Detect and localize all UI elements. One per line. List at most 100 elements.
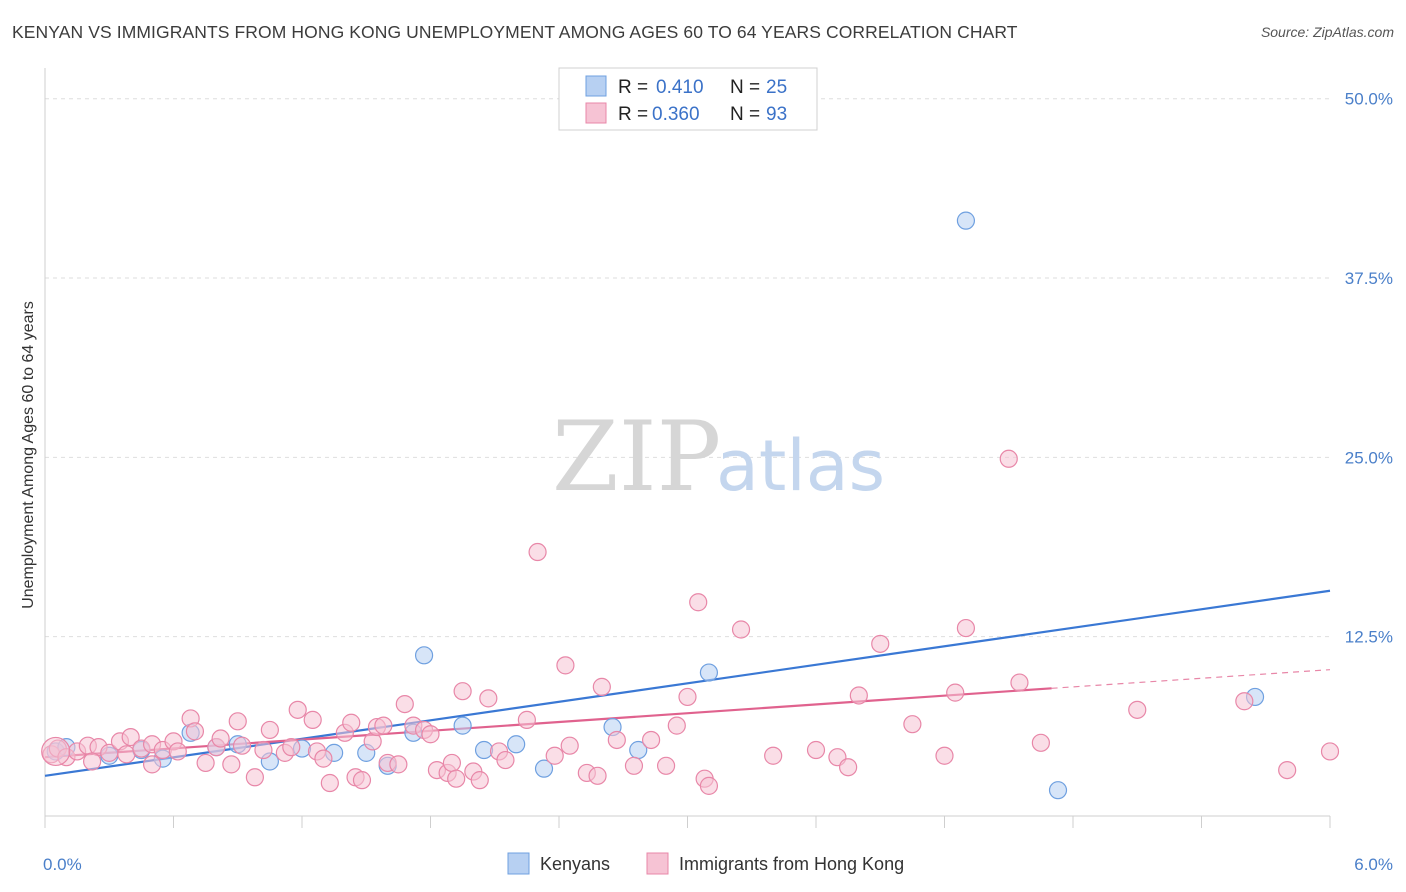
point-hongkong xyxy=(421,725,440,744)
y-tick-label: 37.5% xyxy=(1345,269,1393,288)
point-hongkong xyxy=(588,766,607,785)
point-hongkong xyxy=(389,755,408,774)
point-hongkong xyxy=(903,715,922,734)
point-hongkong xyxy=(185,722,205,741)
series-legend: Kenyans Immigrants from Hong Kong xyxy=(507,852,904,875)
y-tick-labels: 12.5% 25.0% 37.5% 50.0% xyxy=(1345,90,1393,647)
watermark: ZIP atlas xyxy=(552,401,885,513)
point-hongkong xyxy=(453,682,472,701)
source-label: Source: ZipAtlas.com xyxy=(1260,24,1394,40)
legend-r-label-kenyans: R = xyxy=(618,77,648,98)
series-label-kenyans: Kenyans xyxy=(540,854,610,874)
point-hongkong xyxy=(656,756,676,775)
legend-swatch-hongkong xyxy=(585,102,607,124)
y-axis-label: Unemployment Among Ages 60 to 64 years xyxy=(20,301,37,609)
point-hongkong xyxy=(228,712,247,731)
point-hongkong xyxy=(260,720,279,740)
point-hongkong xyxy=(624,756,644,775)
point-hongkong xyxy=(232,736,252,755)
point-hongkong xyxy=(849,686,868,705)
series-swatch-hongkong xyxy=(646,852,669,875)
point-hongkong xyxy=(764,746,783,765)
y-tick-label: 50.0% xyxy=(1345,90,1393,109)
point-hongkong xyxy=(999,449,1018,468)
series-swatch-kenyans xyxy=(507,852,530,875)
legend-swatch-kenyans xyxy=(585,75,607,97)
point-hongkong xyxy=(699,776,719,795)
point-hongkong-cluster xyxy=(41,736,71,767)
point-hongkong xyxy=(196,753,215,773)
legend-n-label-kenyans: N = xyxy=(730,77,760,98)
legend-r-value-hongkong: 0.360 xyxy=(652,104,700,125)
point-hongkong xyxy=(314,749,333,768)
point-hongkong xyxy=(607,730,626,750)
correlation-legend: R = 0.410 N = 25 R = 0.360 N = 93 xyxy=(558,67,818,131)
point-hongkong xyxy=(956,618,976,638)
point-kenyans xyxy=(956,211,976,230)
point-hongkong xyxy=(731,620,751,639)
watermark-atlas: atlas xyxy=(716,425,885,507)
point-kenyans xyxy=(507,735,526,754)
point-hongkong xyxy=(142,755,162,774)
point-hongkong xyxy=(211,729,230,748)
x-tick-label: 0.0% xyxy=(43,855,82,874)
axes xyxy=(44,68,1331,828)
point-hongkong xyxy=(1320,742,1340,761)
data-points xyxy=(41,211,1340,800)
x-tick-label: 6.0% xyxy=(1354,855,1393,874)
point-hongkong xyxy=(479,689,498,708)
point-kenyans xyxy=(453,716,472,735)
legend-n-value-kenyans: 25 xyxy=(766,77,787,98)
legend-r-value-kenyans: 0.410 xyxy=(656,77,704,98)
point-hongkong xyxy=(1278,760,1297,780)
point-hongkong xyxy=(1128,700,1147,719)
point-hongkong xyxy=(442,753,462,773)
point-hongkong xyxy=(946,683,965,702)
y-tick-label: 12.5% xyxy=(1345,628,1393,647)
point-hongkong xyxy=(560,736,579,755)
x-tick-labels: 0.0% 6.0% xyxy=(43,855,1393,874)
point-kenyans xyxy=(414,646,434,665)
legend-n-value-hongkong: 93 xyxy=(766,104,787,125)
trend-line-hongkong-extension xyxy=(1051,669,1331,689)
point-hongkong xyxy=(496,750,515,770)
point-hongkong xyxy=(447,769,466,788)
point-hongkong xyxy=(641,730,661,750)
point-kenyans xyxy=(1048,781,1068,800)
point-hongkong xyxy=(839,758,858,777)
point-hongkong xyxy=(528,542,547,562)
point-hongkong xyxy=(1235,692,1254,711)
point-hongkong xyxy=(83,752,102,771)
watermark-zip: ZIP xyxy=(552,401,721,513)
gridlines xyxy=(45,98,1330,638)
point-hongkong xyxy=(168,742,187,761)
point-hongkong xyxy=(689,593,708,612)
point-hongkong xyxy=(282,738,301,757)
point-hongkong xyxy=(806,740,826,760)
point-kenyans xyxy=(474,740,494,760)
point-kenyans xyxy=(699,663,719,682)
legend-r-label-hongkong: R = xyxy=(618,104,648,125)
point-hongkong xyxy=(374,716,393,735)
point-hongkong xyxy=(871,634,890,653)
point-hongkong xyxy=(254,740,273,760)
point-kenyans xyxy=(534,759,554,778)
point-hongkong xyxy=(245,768,264,787)
legend-n-label-hongkong: N = xyxy=(730,104,760,125)
point-hongkong xyxy=(222,755,241,774)
point-hongkong xyxy=(545,746,564,765)
point-hongkong xyxy=(470,771,489,790)
series-label-hongkong: Immigrants from Hong Kong xyxy=(679,854,904,874)
point-hongkong xyxy=(121,727,140,747)
point-hongkong xyxy=(303,710,322,729)
chart-title: KENYAN VS IMMIGRANTS FROM HONG KONG UNEM… xyxy=(12,22,1018,42)
point-hongkong xyxy=(556,656,575,675)
point-hongkong xyxy=(288,700,307,719)
point-hongkong xyxy=(395,694,414,714)
point-hongkong xyxy=(592,677,611,696)
point-hongkong xyxy=(667,716,686,735)
point-hongkong xyxy=(320,773,339,793)
point-hongkong xyxy=(517,710,536,729)
point-hongkong xyxy=(935,746,954,765)
